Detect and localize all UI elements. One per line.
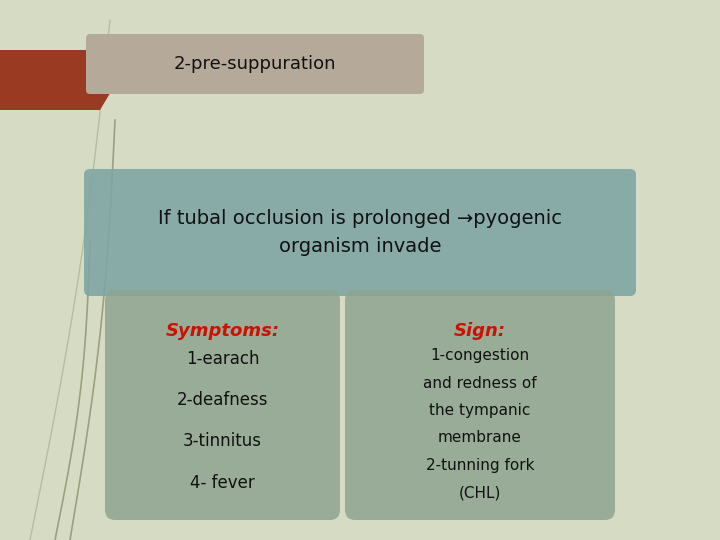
Text: (CHL): (CHL) [459,485,501,501]
Text: 1-earach: 1-earach [186,350,259,368]
Text: Symptoms:: Symptoms: [166,322,279,340]
FancyBboxPatch shape [105,290,340,520]
Text: and redness of: and redness of [423,375,537,390]
Text: the tympanic: the tympanic [429,403,531,418]
FancyBboxPatch shape [86,34,424,94]
FancyBboxPatch shape [345,290,615,520]
Text: 3-tinnitus: 3-tinnitus [183,433,262,450]
Polygon shape [0,50,118,110]
Text: Sign:: Sign: [454,322,506,340]
Text: 4- fever: 4- fever [190,474,255,492]
Text: membrane: membrane [438,430,522,445]
Text: 2-deafness: 2-deafness [176,392,269,409]
Text: 2-pre-suppuration: 2-pre-suppuration [174,55,336,73]
Text: 1-congestion: 1-congestion [431,348,530,363]
Text: If tubal occlusion is prolonged →pyogenic
organism invade: If tubal occlusion is prolonged →pyogeni… [158,209,562,256]
FancyBboxPatch shape [84,169,636,296]
Text: 2-tunning fork: 2-tunning fork [426,458,534,473]
